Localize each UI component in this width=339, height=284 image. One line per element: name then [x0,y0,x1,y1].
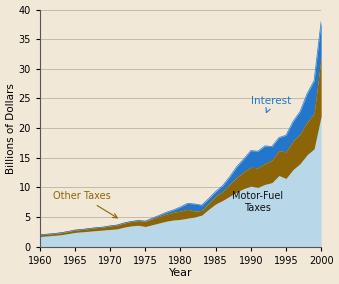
Y-axis label: Billions of Dollars: Billions of Dollars [5,83,16,174]
Text: Other Taxes: Other Taxes [53,191,117,218]
Text: Motor-Fuel
Taxes: Motor-Fuel Taxes [232,191,283,213]
Text: Interest: Interest [251,97,291,112]
X-axis label: Year: Year [169,268,192,278]
